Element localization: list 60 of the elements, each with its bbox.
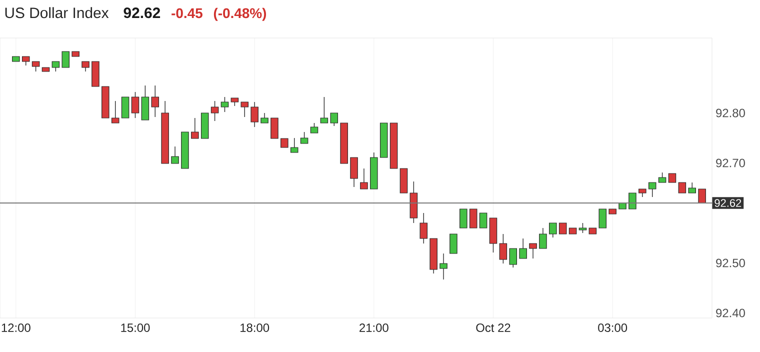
candlestick <box>111 100 120 124</box>
y-tick-label: 92.40 <box>716 308 745 318</box>
candlestick <box>121 96 130 118</box>
candlestick <box>210 100 219 122</box>
candlestick <box>420 212 428 244</box>
candlestick <box>320 96 328 124</box>
candlestick <box>658 172 666 183</box>
candlestick <box>171 146 179 164</box>
candlestick <box>360 168 368 190</box>
text: (-0.48%) <box>214 8 266 21</box>
candlestick <box>220 96 229 112</box>
x-tick-label: 18:00 <box>240 324 270 332</box>
candlestick <box>469 208 478 228</box>
candlestick <box>52 61 60 72</box>
candlestick <box>350 157 358 188</box>
candlestick <box>549 222 557 238</box>
x-tick-label: Oct 22 <box>476 324 510 332</box>
candlestick <box>440 253 448 280</box>
candlestick <box>151 85 160 118</box>
text: 92.62 <box>124 8 160 18</box>
candlestick <box>509 248 518 268</box>
candlestick <box>82 61 90 72</box>
text: -0.45 <box>172 8 202 18</box>
candlestick <box>479 212 488 228</box>
candlestick <box>260 112 268 124</box>
x-tick-label: 21:00 <box>360 324 388 332</box>
candlestick <box>558 222 567 234</box>
candlestick <box>698 188 706 204</box>
candlestick <box>310 122 318 134</box>
candlestick <box>300 132 308 144</box>
y-tick-label: 92.70 <box>716 158 745 168</box>
x-tick-label: 12:00 <box>2 324 30 332</box>
candlestick <box>290 138 298 153</box>
x-tick-label: 03:00 <box>598 324 628 332</box>
candlestick <box>240 102 249 118</box>
candlestick <box>598 208 607 228</box>
x-tick-label: 15:00 <box>121 324 150 332</box>
candlestick <box>688 182 696 194</box>
candlestick <box>648 182 656 198</box>
candlestick <box>250 102 258 128</box>
candlestick <box>330 112 338 126</box>
candlestick <box>499 234 508 264</box>
chart-title: US Dollar Index <box>5 7 109 18</box>
candlestick <box>32 61 40 72</box>
candlestick <box>460 208 468 228</box>
candlestick <box>62 51 70 68</box>
candlestick <box>270 118 278 139</box>
candlestick <box>578 222 587 234</box>
ref-line-label: 92.62 <box>714 199 742 207</box>
y-tick-label: 92.80 <box>716 108 745 118</box>
candlestick <box>141 85 150 120</box>
candlestick <box>191 118 199 139</box>
y-tick-label: 92.50 <box>716 258 745 268</box>
candlestick <box>131 92 140 118</box>
candlestick <box>678 182 686 194</box>
candlestick <box>628 192 636 210</box>
candlestick <box>539 228 547 249</box>
candlestick <box>450 234 458 254</box>
candlestick <box>529 243 537 259</box>
candlestick <box>519 238 527 259</box>
